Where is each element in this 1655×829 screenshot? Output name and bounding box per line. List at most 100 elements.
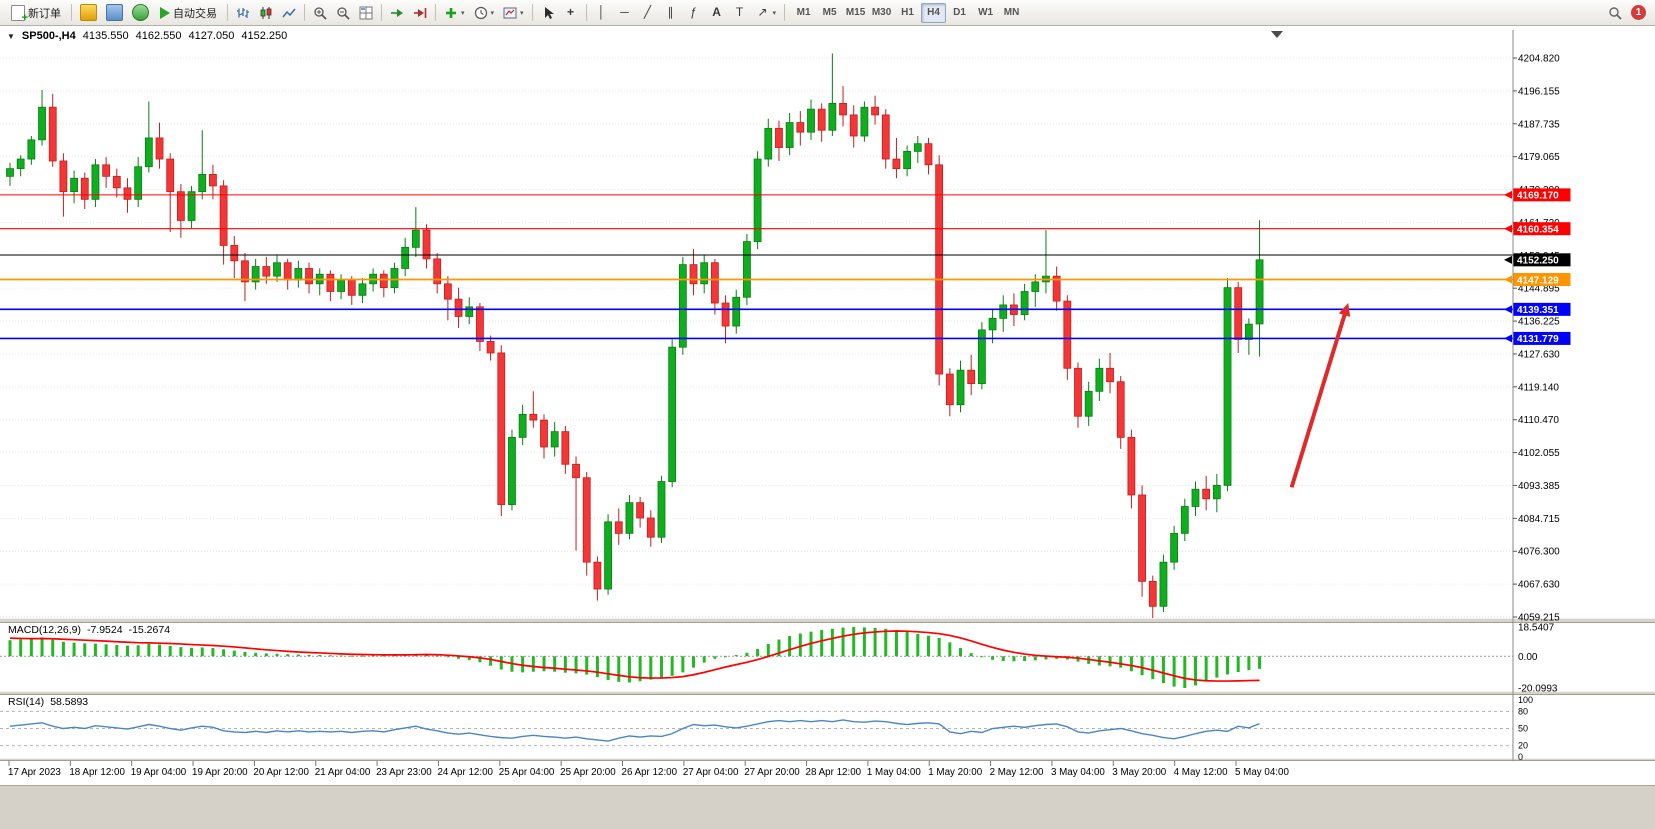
date-label[interactable]: 3 May 04:00 <box>1051 767 1105 778</box>
macd-bar <box>991 656 995 660</box>
chart-shift-button[interactable] <box>409 3 431 23</box>
date-label[interactable]: 27 Apr 04:00 <box>683 767 739 778</box>
date-label[interactable]: 19 Apr 04:00 <box>131 767 187 778</box>
macd-bar <box>905 631 909 657</box>
vertical-line-button[interactable]: │ <box>591 3 613 23</box>
timeframe-d1[interactable]: D1 <box>947 3 972 23</box>
date-label[interactable]: 19 Apr 20:00 <box>192 767 248 778</box>
macd-bar <box>1044 656 1048 660</box>
navigator-button[interactable] <box>128 3 153 23</box>
candle <box>892 158 901 170</box>
autotrading-button[interactable]: 自动交易 <box>154 3 223 23</box>
trendline-button[interactable]: ╱ <box>637 3 659 23</box>
macd-bar <box>93 643 97 657</box>
arrow-annotation[interactable] <box>1289 310 1348 488</box>
macd-bar <box>1247 656 1251 671</box>
macd-bar <box>756 649 760 657</box>
fibonacci-button[interactable]: ƒ <box>683 3 705 23</box>
macd-bar <box>29 638 33 657</box>
date-label[interactable]: 1 May 20:00 <box>928 767 982 778</box>
macd-bar <box>1258 656 1262 669</box>
candlestick-chart-button[interactable] <box>255 3 277 23</box>
templates-button[interactable]: ▾ <box>499 3 528 23</box>
channel-button[interactable]: ∥ <box>660 3 682 23</box>
rsi-indicator-label: RSI(14) 58.5893 <box>8 696 88 708</box>
candle <box>903 150 912 170</box>
indicators-button[interactable]: ▾ <box>440 3 469 23</box>
timeframe-m1[interactable]: M1 <box>791 3 816 23</box>
macd-bar <box>350 655 354 657</box>
bar-chart-button[interactable] <box>232 3 254 23</box>
line-marker-icon <box>1504 334 1512 343</box>
line-chart-button[interactable] <box>278 3 300 23</box>
auto-scroll-button[interactable] <box>386 3 408 23</box>
date-label[interactable]: 24 Apr 12:00 <box>437 767 493 778</box>
timeframe-h4[interactable]: H4 <box>921 2 947 23</box>
new-order-button[interactable]: 新订单 <box>5 3 67 24</box>
macd-bar <box>980 656 984 658</box>
notification-badge[interactable]: 1 <box>1631 5 1646 20</box>
date-label[interactable]: 23 Apr 23:00 <box>376 767 432 778</box>
candle <box>1084 390 1093 417</box>
collapse-triangle-icon[interactable]: ▼ <box>7 31 15 41</box>
macd-bar <box>734 655 738 657</box>
price-box-label: 4169.170 <box>1517 191 1559 202</box>
date-label[interactable]: 25 Apr 04:00 <box>499 767 555 778</box>
candle <box>486 341 495 354</box>
panel-separator[interactable] <box>0 618 1655 623</box>
data-window-button[interactable] <box>102 3 127 23</box>
date-label[interactable]: 17 Apr 2023 <box>8 767 61 778</box>
candle <box>881 114 890 160</box>
zoom-in-button[interactable] <box>309 3 331 23</box>
market-watch-button[interactable] <box>76 3 101 23</box>
date-label[interactable]: 3 May 20:00 <box>1112 767 1166 778</box>
macd-bar <box>894 630 898 657</box>
candle <box>112 175 121 189</box>
horizontal-line-button[interactable]: ─ <box>614 3 636 23</box>
date-label[interactable]: 4 May 12:00 <box>1174 767 1228 778</box>
timeframe-m15[interactable]: M15 <box>843 3 868 23</box>
date-label[interactable]: 20 Apr 12:00 <box>253 767 309 778</box>
price-tick-label: 4119.140 <box>1518 382 1559 393</box>
rsi-scale-label: 100 <box>1518 695 1533 705</box>
timeframe-m30[interactable]: M30 <box>869 3 894 23</box>
candle <box>625 502 634 534</box>
timeframe-h1[interactable]: H1 <box>895 3 920 23</box>
price-tick-label: 4059.215 <box>1518 613 1560 624</box>
cursor-button[interactable] <box>537 3 559 23</box>
search-button[interactable] <box>1604 3 1626 23</box>
panel-separator[interactable] <box>0 758 1655 761</box>
date-label[interactable]: 27 Apr 20:00 <box>744 767 800 778</box>
date-label[interactable]: 2 May 12:00 <box>990 767 1044 778</box>
timeframe-mn[interactable]: MN <box>999 3 1024 23</box>
label-tool-button[interactable]: T <box>729 3 751 23</box>
timeframe-m5[interactable]: M5 <box>817 3 842 23</box>
candle <box>657 481 666 538</box>
date-label[interactable]: 28 Apr 12:00 <box>806 767 862 778</box>
text-tool-button[interactable]: A <box>706 3 728 23</box>
date-label[interactable]: 21 Apr 04:00 <box>315 767 371 778</box>
crosshair-button[interactable]: + <box>560 3 582 23</box>
candle <box>219 185 228 246</box>
periods-button[interactable]: ▾ <box>470 3 499 23</box>
rsi-scale-label: 0 <box>1518 752 1523 762</box>
chart-shift-marker-icon[interactable] <box>1271 31 1283 38</box>
tile-windows-button[interactable] <box>355 3 377 23</box>
add-indicator-icon <box>446 7 456 18</box>
date-label[interactable]: 25 Apr 20:00 <box>560 767 616 778</box>
toolbar-separator <box>227 4 228 21</box>
panel-separator[interactable] <box>0 691 1655 695</box>
zoom-out-button[interactable] <box>332 3 354 23</box>
candle <box>433 258 442 285</box>
date-label[interactable]: 5 May 04:00 <box>1235 767 1289 778</box>
symbol-period-label: SP500-,H4 <box>21 30 76 42</box>
date-label[interactable]: 1 May 04:00 <box>867 767 921 778</box>
timeframe-w1[interactable]: W1 <box>973 3 998 23</box>
candle <box>1159 561 1168 607</box>
arrows-button[interactable]: ↗ ▾ <box>752 3 781 23</box>
date-label[interactable]: 26 Apr 12:00 <box>622 767 678 778</box>
macd-bar <box>232 650 236 657</box>
date-label[interactable]: 18 Apr 12:00 <box>69 767 125 778</box>
candle <box>6 168 14 177</box>
